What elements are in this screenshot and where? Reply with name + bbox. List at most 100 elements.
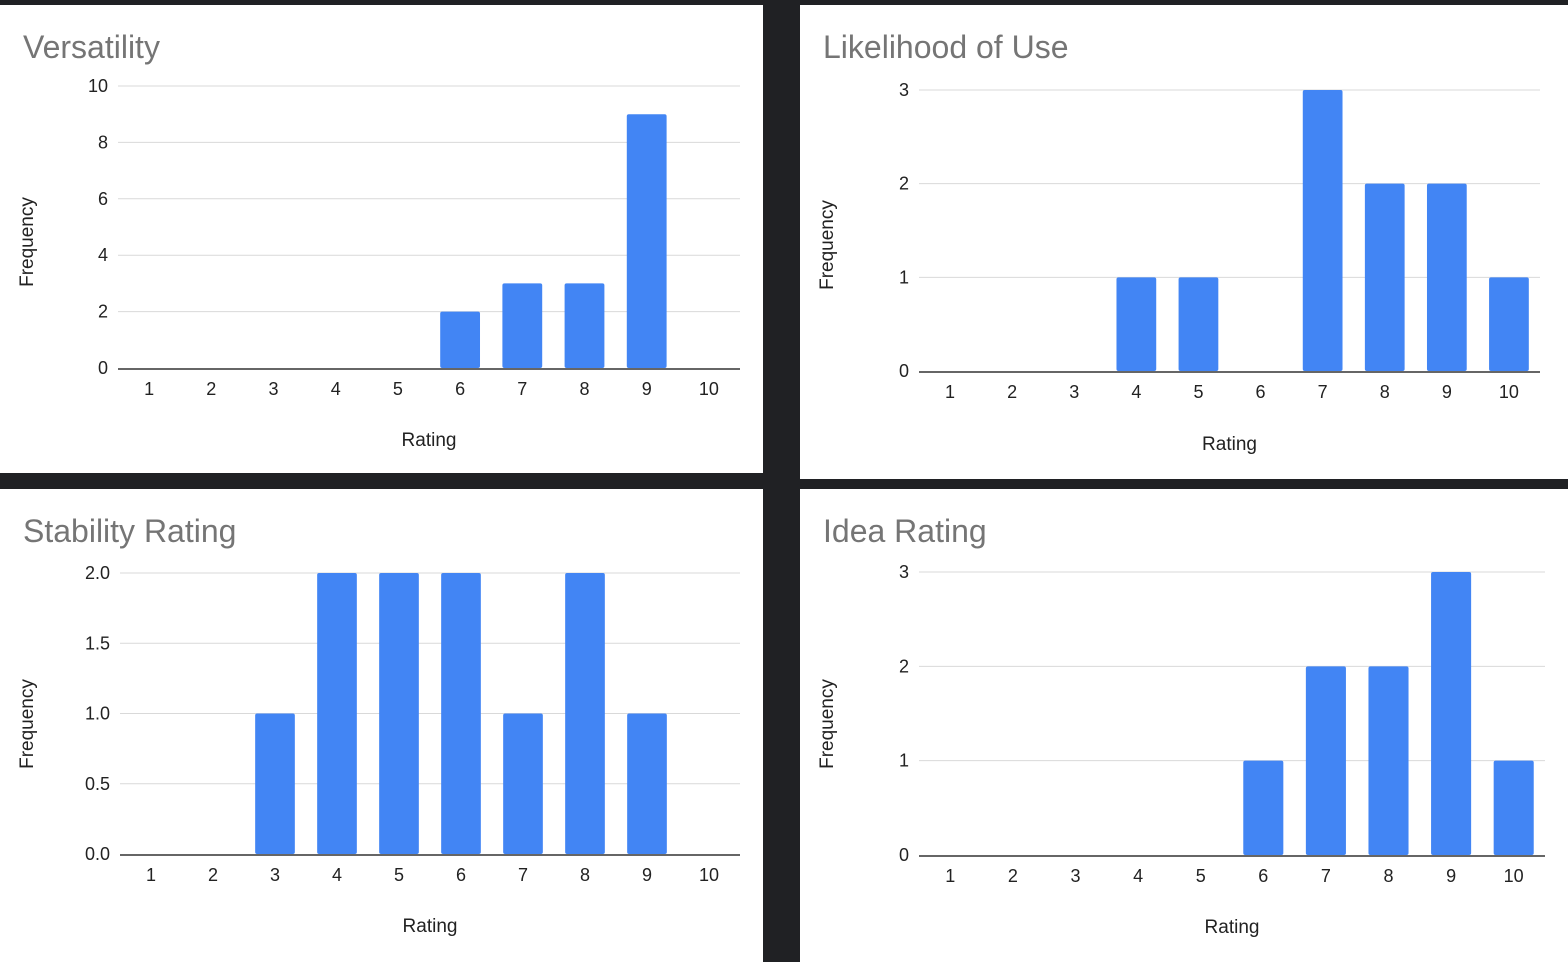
x-tick: 7 <box>518 865 528 885</box>
bar <box>1305 666 1346 855</box>
x-tick: 4 <box>1131 382 1141 402</box>
bar <box>1178 277 1219 371</box>
y-tick: 3 <box>899 562 909 582</box>
x-tick: 5 <box>1193 382 1203 402</box>
y-tick-label: 1 <box>899 267 909 287</box>
x-tick: 5 <box>1196 866 1206 886</box>
x-tick-label: 2 <box>1007 382 1017 402</box>
x-tick: 8 <box>1383 866 1393 886</box>
x-tick-label: 5 <box>394 865 404 885</box>
chart-panel-stability-rating: Stability Rating 0.0 0.5 1.0 1.5 2.0 1 2 3 4 5 6 7 8… <box>0 489 763 962</box>
x-tick: 1 <box>945 866 955 886</box>
x-axis-label: Rating <box>1202 434 1257 455</box>
y-tick: 0 <box>899 361 909 381</box>
x-tick: 4 <box>331 379 341 399</box>
x-tick-label: 4 <box>1133 866 1143 886</box>
bar <box>379 573 419 854</box>
y-tick-label: 3 <box>899 80 909 100</box>
x-tick-label: 7 <box>1318 382 1328 402</box>
bar <box>1426 183 1467 371</box>
x-axis-label: Rating <box>403 916 458 937</box>
x-tick: 1 <box>144 379 154 399</box>
x-tick: 9 <box>1442 382 1452 402</box>
bar <box>440 311 481 368</box>
x-tick: 8 <box>579 379 589 399</box>
x-tick: 9 <box>1446 866 1456 886</box>
bar <box>565 573 605 854</box>
x-tick-label: 10 <box>699 379 719 399</box>
x-tick: 10 <box>699 865 719 885</box>
x-tick-label: 9 <box>642 379 652 399</box>
y-tick-label: 2 <box>98 302 108 322</box>
x-tick: 3 <box>1069 382 1079 402</box>
bar <box>1364 183 1405 371</box>
x-tick-label: 2 <box>1008 866 1018 886</box>
x-tick: 1 <box>945 382 955 402</box>
y-tick-label: 3 <box>899 562 909 582</box>
bar <box>1116 277 1157 371</box>
x-tick-label: 4 <box>332 865 342 885</box>
x-tick: 7 <box>517 379 527 399</box>
y-tick-label: 2.0 <box>85 563 110 583</box>
x-tick: 10 <box>699 379 719 399</box>
x-tick-label: 7 <box>517 379 527 399</box>
x-tick-label: 10 <box>1504 866 1524 886</box>
y-tick: 0.0 <box>85 844 110 864</box>
x-tick: 5 <box>393 379 403 399</box>
x-tick-label: 6 <box>1258 866 1268 886</box>
x-tick-label: 9 <box>642 865 652 885</box>
bar <box>255 713 295 854</box>
y-axis-label: Frequency <box>817 679 838 769</box>
y-tick-label: 10 <box>88 76 108 96</box>
y-tick-label: 4 <box>98 245 108 265</box>
bar <box>1368 666 1409 855</box>
x-tick-label: 3 <box>1069 382 1079 402</box>
bar <box>502 283 543 368</box>
y-tick-label: 0 <box>98 358 108 378</box>
x-tick-label: 3 <box>270 865 280 885</box>
chart-title: Versatility <box>23 29 160 65</box>
x-tick-label: 1 <box>144 379 154 399</box>
x-tick: 6 <box>1256 382 1266 402</box>
y-tick: 8 <box>98 132 108 152</box>
x-tick: 2 <box>1008 866 1018 886</box>
bar <box>564 283 605 368</box>
bar <box>1493 760 1534 855</box>
x-tick-label: 5 <box>1193 382 1203 402</box>
x-tick-label: 4 <box>331 379 341 399</box>
x-tick-label: 4 <box>1131 382 1141 402</box>
y-tick: 0.5 <box>85 774 110 794</box>
bar <box>441 573 481 854</box>
y-tick: 1 <box>899 267 909 287</box>
x-tick-label: 10 <box>699 865 719 885</box>
x-tick: 6 <box>455 379 465 399</box>
y-tick-label: 6 <box>98 189 108 209</box>
x-tick: 2 <box>206 379 216 399</box>
x-tick-label: 7 <box>518 865 528 885</box>
x-tick: 5 <box>394 865 404 885</box>
y-tick: 10 <box>88 76 108 96</box>
y-tick-label: 2 <box>899 174 909 194</box>
y-axis-label: Frequency <box>817 200 838 290</box>
x-tick-label: 5 <box>1196 866 1206 886</box>
chart-svg: 0 1 2 3 1 2 3 4 5 6 7 8 9 10 Rating Frequency <box>817 562 1545 938</box>
x-tick-label: 10 <box>1499 382 1519 402</box>
y-tick: 1 <box>899 751 909 771</box>
bar <box>626 114 667 368</box>
x-tick-label: 1 <box>945 382 955 402</box>
x-tick: 9 <box>642 865 652 885</box>
x-tick-label: 8 <box>1380 382 1390 402</box>
x-tick: 10 <box>1499 382 1519 402</box>
x-tick: 4 <box>1133 866 1143 886</box>
y-tick: 0 <box>98 358 108 378</box>
y-tick-label: 0 <box>899 845 909 865</box>
chart-svg: 0.0 0.5 1.0 1.5 2.0 1 2 3 4 5 6 7 8 9 10 Rating Frequenc… <box>17 563 740 937</box>
y-tick-label: 1.0 <box>85 704 110 724</box>
x-tick-label: 6 <box>1256 382 1266 402</box>
y-tick: 2 <box>899 656 909 676</box>
x-tick-label: 3 <box>268 379 278 399</box>
x-tick: 9 <box>642 379 652 399</box>
x-tick-label: 6 <box>456 865 466 885</box>
x-tick-label: 8 <box>1383 866 1393 886</box>
x-tick: 7 <box>1318 382 1328 402</box>
